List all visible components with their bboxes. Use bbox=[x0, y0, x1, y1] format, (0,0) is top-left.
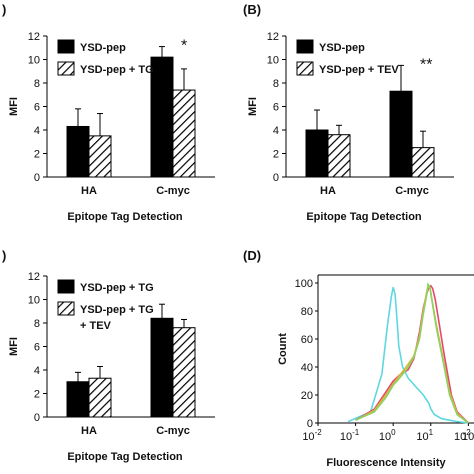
p3-panel-label: (D) bbox=[243, 248, 261, 263]
p1-category-label: HA bbox=[320, 185, 336, 197]
p1-y-tick-label: 0 bbox=[273, 172, 279, 184]
p3-x-tick-label-extra: 10³ bbox=[462, 431, 474, 443]
p0-bar bbox=[88, 135, 112, 178]
p1-category-label: C-myc bbox=[395, 185, 429, 197]
p1-legend-label: YSD-pep + TEV bbox=[319, 64, 399, 76]
p2-legend-label: + TEV bbox=[80, 320, 112, 332]
p3-x-tick-label: 102 bbox=[454, 428, 471, 443]
p0-category-label: HA bbox=[81, 185, 97, 197]
p2-legend-label: YSD-pep + TG bbox=[80, 304, 154, 316]
p2-x-axis-label: Epitope Tag Detection bbox=[67, 451, 183, 463]
p3-y-tick-label: 0 bbox=[307, 418, 313, 430]
p2-y-tick-label: 8 bbox=[34, 318, 40, 330]
p0-y-tick-label: 10 bbox=[28, 55, 40, 67]
p0-y-tick-label: 0 bbox=[34, 172, 40, 184]
p2-legend-swatch bbox=[57, 279, 75, 294]
p3-x-tick-label: 100 bbox=[379, 428, 396, 443]
p3-x-tick-label: 10-2 bbox=[302, 428, 322, 443]
p3-histogram-line bbox=[355, 283, 469, 424]
p2-panel-label: ) bbox=[2, 248, 6, 263]
p2-bar bbox=[150, 317, 174, 418]
p2-y-tick-label: 4 bbox=[34, 365, 40, 377]
p3-histogram-line bbox=[347, 286, 469, 424]
p2-y-tick-label: 10 bbox=[28, 295, 40, 307]
p3-y-tick-label: 20 bbox=[301, 390, 313, 402]
p0-bar bbox=[150, 56, 174, 178]
p0-legend-label: YSD-pep bbox=[80, 42, 126, 54]
p0-category-label: C-myc bbox=[156, 185, 190, 197]
p0-panel-label: ) bbox=[2, 2, 6, 17]
p0-y-tick-label: 8 bbox=[34, 78, 40, 90]
p0-legend-swatch bbox=[57, 39, 75, 54]
p3-y-tick-label: 60 bbox=[301, 334, 313, 346]
p1-y-tick-label: 12 bbox=[267, 31, 279, 43]
p3-histogram-line bbox=[355, 284, 469, 424]
p1-legend-swatch bbox=[296, 61, 314, 76]
p0-legend-label: YSD-pep + TG bbox=[80, 64, 154, 76]
p0-significance-mark: * bbox=[181, 38, 187, 55]
p2-y-tick-label: 0 bbox=[34, 412, 40, 424]
p2-category-label: C-myc bbox=[156, 425, 190, 437]
p3-x-tick-label: 10-1 bbox=[340, 428, 360, 443]
p1-bar bbox=[327, 134, 351, 178]
p3-y-axis-label: Count bbox=[277, 333, 289, 365]
p0-x-axis-label: Epitope Tag Detection bbox=[67, 211, 183, 223]
p1-panel-label: (B) bbox=[243, 2, 261, 17]
p2-legend-label: YSD-pep + TG bbox=[80, 282, 154, 294]
p2-category-label: HA bbox=[81, 425, 97, 437]
p2-bar bbox=[88, 377, 112, 418]
p1-y-axis-label: MFI bbox=[247, 97, 259, 116]
p1-bar bbox=[411, 147, 435, 178]
p1-y-tick-label: 6 bbox=[273, 102, 279, 114]
p1-y-tick-label: 10 bbox=[267, 55, 279, 67]
p1-x-axis-label: Epitope Tag Detection bbox=[306, 211, 422, 223]
p1-significance-mark: ** bbox=[420, 56, 432, 73]
p0-y-tick-label: 6 bbox=[34, 102, 40, 114]
p0-y-axis-label: MFI bbox=[8, 97, 20, 116]
p0-y-tick-label: 12 bbox=[28, 31, 40, 43]
p3-y-tick-label: 100 bbox=[295, 278, 313, 290]
p1-legend-swatch bbox=[296, 39, 314, 54]
p1-y-tick-label: 4 bbox=[273, 125, 279, 137]
p3-x-axis-label: Fluorescence Intensity bbox=[326, 457, 446, 469]
p2-bar bbox=[172, 327, 196, 418]
p2-legend-swatch bbox=[57, 301, 75, 316]
p1-bar bbox=[389, 90, 413, 178]
p3-x-tick-label: 101 bbox=[416, 428, 433, 443]
p2-y-tick-label: 6 bbox=[34, 342, 40, 354]
p1-legend-label: YSD-pep bbox=[319, 42, 365, 54]
p3-y-tick-label: 40 bbox=[301, 362, 313, 374]
p0-bar bbox=[66, 125, 90, 178]
p2-y-tick-label: 12 bbox=[28, 271, 40, 283]
p0-y-tick-label: 4 bbox=[34, 125, 40, 137]
p0-legend-swatch bbox=[57, 61, 75, 76]
p3-y-tick-label: 80 bbox=[301, 306, 313, 318]
p0-bar bbox=[172, 89, 196, 178]
p1-y-tick-label: 2 bbox=[273, 149, 279, 161]
p1-y-tick-label: 8 bbox=[273, 78, 279, 90]
p2-bar bbox=[66, 381, 90, 418]
p2-y-tick-label: 2 bbox=[34, 389, 40, 401]
p2-y-axis-label: MFI bbox=[8, 337, 20, 356]
p1-bar bbox=[305, 129, 329, 178]
p3-histogram-line bbox=[355, 282, 469, 424]
p0-y-tick-label: 2 bbox=[34, 149, 40, 161]
